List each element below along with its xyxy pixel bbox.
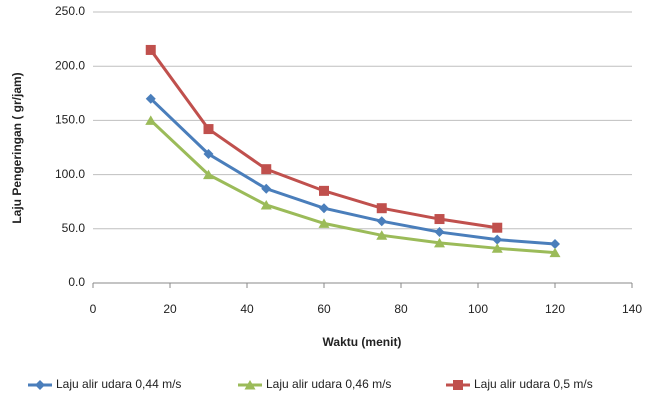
data-point xyxy=(492,234,503,245)
data-point xyxy=(203,169,214,180)
data-point xyxy=(491,243,503,253)
data-point xyxy=(319,203,329,214)
data-point xyxy=(203,149,214,160)
series-line xyxy=(149,49,498,230)
legend-label: Laju alir udara 0,5 m/s xyxy=(474,377,593,391)
x-tick-label: 40 xyxy=(240,302,254,316)
x-tick-label: 60 xyxy=(317,302,331,316)
y-tick-label: 150.0 xyxy=(55,113,85,127)
series-line xyxy=(149,97,556,246)
y-tick-label: 200.0 xyxy=(55,58,85,72)
data-point xyxy=(434,227,445,238)
x-tick-label: 100 xyxy=(468,302,488,316)
x-axis-title: Waktu (menit) xyxy=(323,335,402,349)
data-point xyxy=(549,247,561,258)
data-point xyxy=(376,216,387,227)
y-tick-label: 250.0 xyxy=(55,4,85,18)
data-point xyxy=(376,230,388,240)
data-point xyxy=(492,222,503,233)
x-tick-label: 140 xyxy=(622,302,642,316)
data-point xyxy=(434,237,445,248)
x-tick-label: 20 xyxy=(163,302,177,316)
x-tick-label: 120 xyxy=(545,302,565,316)
series-line xyxy=(149,119,556,255)
data-point xyxy=(145,115,157,125)
data-point xyxy=(550,238,560,249)
data-point xyxy=(376,203,387,214)
legend-label: Laju alir udara 0,44 m/s xyxy=(56,377,181,391)
data-point xyxy=(261,183,272,194)
data-point xyxy=(434,214,445,225)
y-tick-label: 50.0 xyxy=(62,221,86,235)
legend-marker xyxy=(453,380,463,390)
data-point xyxy=(145,44,156,55)
legend-label: Laju alir udara 0,46 m/s xyxy=(266,377,391,391)
legend-marker xyxy=(244,380,256,390)
x-tick-label: 80 xyxy=(394,302,408,316)
y-tick-label: 100.0 xyxy=(55,167,85,181)
data-point xyxy=(260,199,272,210)
x-tick-label: 0 xyxy=(90,302,97,316)
data-point xyxy=(318,218,330,228)
data-point xyxy=(319,185,329,196)
data-point xyxy=(203,124,214,135)
y-axis-title: Laju Pengeringan ( gr/jam) xyxy=(10,72,24,223)
data-point xyxy=(261,164,272,175)
legend-marker xyxy=(35,380,45,390)
y-tick-label: 0.0 xyxy=(68,275,85,289)
data-point xyxy=(145,93,156,104)
